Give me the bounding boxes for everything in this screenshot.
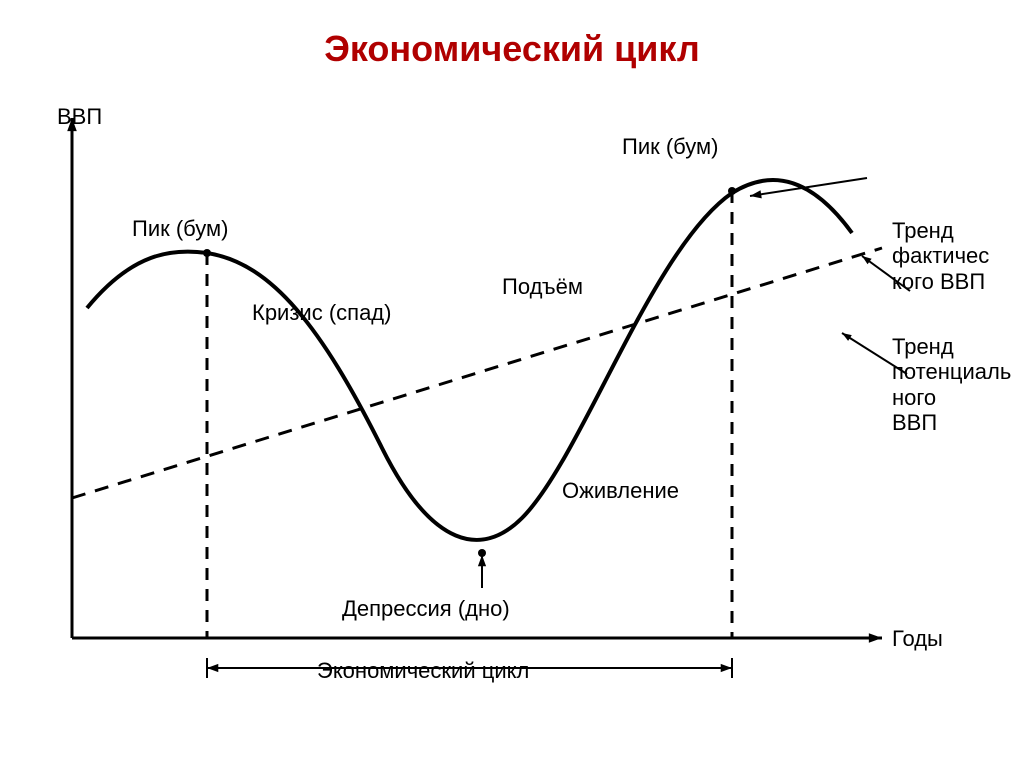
y-axis-label: ВВП (57, 104, 102, 129)
chart-svg (12, 78, 1012, 718)
revival-label: Оживление (562, 478, 679, 503)
peak2-label: Пик (бум) (622, 134, 719, 159)
x-axis-label: Годы (892, 626, 943, 651)
upturn-label: Подъём (502, 274, 583, 299)
peak1-label: Пик (бум) (132, 216, 229, 241)
cycle-span-label: Экономический цикл (317, 658, 529, 683)
trend-actual-label: Тренд фактичес кого ВВП (892, 218, 989, 294)
crisis-label: Кризис (спад) (252, 300, 391, 325)
depression-label: Депрессия (дно) (342, 596, 510, 621)
page-title: Экономический цикл (0, 0, 1024, 78)
trend-potential-label: Тренд потенциаль ного ВВП (892, 334, 1011, 435)
chart-container: ВВП Годы Пик (бум) Пик (бум) Кризис (спа… (12, 78, 1012, 718)
